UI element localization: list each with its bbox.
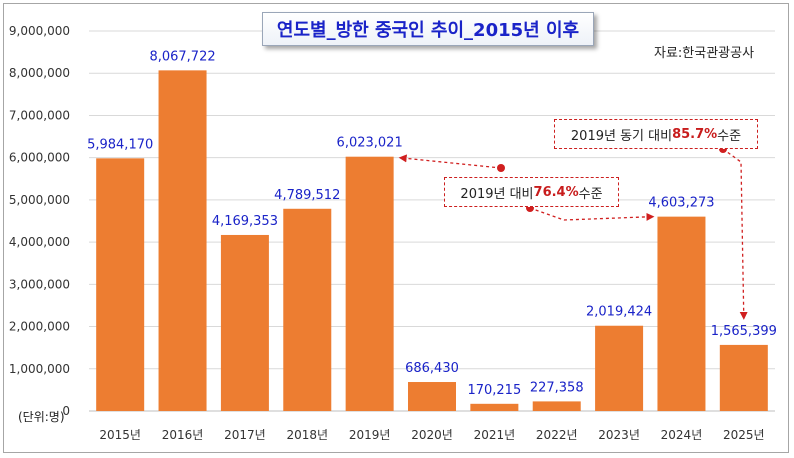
y-tick-label: 3,000,000: [9, 277, 70, 291]
bar: [470, 403, 519, 411]
x-tick-label: 2015년: [99, 428, 141, 442]
y-tick-label: 0: [62, 404, 70, 418]
annotation-arrow: [398, 154, 502, 169]
data-label: 1,565,399: [711, 324, 777, 339]
annotation-text-after: 수준: [578, 186, 603, 202]
bar: [408, 382, 456, 411]
bar: [719, 344, 768, 411]
data-label: 2,019,424: [586, 305, 652, 320]
annotation-percent: 76.4%: [533, 184, 579, 200]
data-label: 4,169,353: [212, 214, 278, 229]
bar: [220, 234, 269, 411]
bars: [96, 70, 768, 411]
x-tick-label: 2020년: [411, 428, 453, 442]
y-axis-ticks: 0 1,000,000 2,000,000 3,000,000 4,000,000 5,0…: [9, 24, 70, 418]
source-label: 자료:한국관광공사: [654, 46, 755, 61]
unit-label: (단위:명): [18, 410, 65, 424]
bar: [158, 70, 207, 411]
value-labels: 5,984,170 8,067,722 4,169,353 4,789,512 6,02…: [87, 49, 777, 397]
bar: [283, 208, 332, 411]
bar: [532, 401, 581, 411]
x-tick-label: 2019년: [349, 428, 391, 442]
bar: [657, 216, 706, 411]
x-tick-label: 2017년: [224, 428, 266, 442]
annotation-arrow: [722, 148, 748, 320]
y-tick-label: 9,000,000: [9, 24, 70, 38]
data-label: 227,358: [530, 380, 584, 395]
data-label: 4,603,273: [648, 196, 714, 211]
annotation-text-before: 2019년 대비: [460, 186, 534, 202]
data-label: 686,430: [405, 361, 459, 376]
data-label: 4,789,512: [274, 188, 340, 203]
annotation-2019-comparison: 2019년 대비 76.4% 수준: [444, 177, 619, 207]
data-label: 170,215: [467, 383, 521, 398]
annotation-arrows: [398, 145, 748, 320]
data-label: 8,067,722: [149, 49, 215, 64]
y-tick-label: 7,000,000: [9, 108, 70, 122]
data-label: 5,984,170: [87, 137, 153, 152]
x-tick-label: 2022년: [536, 428, 578, 442]
x-tick-label: 2016년: [162, 428, 204, 442]
y-tick-label: 6,000,000: [9, 151, 70, 165]
annotation-percent: 85.7%: [672, 126, 718, 142]
x-tick-label: 2018년: [286, 428, 328, 442]
y-tick-label: 8,000,000: [9, 66, 70, 80]
annotation-text-before: 2019년 동기 대비: [570, 128, 673, 144]
annotation-arrow: [529, 207, 655, 221]
x-tick-label: 2021년: [474, 428, 516, 442]
x-tick-label: 2023년: [598, 428, 640, 442]
bar: [595, 325, 644, 411]
bar: [96, 158, 145, 411]
annotation-same-period-comparison: 2019년 동기 대비 85.7% 수준: [554, 119, 758, 149]
annotation-text-after: 수준: [717, 128, 742, 144]
x-axis-ticks: 2015년 2016년 2017년 2018년 2019년 2020년 2021년 2022년…: [99, 428, 764, 442]
y-tick-label: 1,000,000: [9, 362, 70, 376]
bar: [345, 156, 394, 411]
y-tick-label: 4,000,000: [9, 235, 70, 249]
y-tick-label: 2,000,000: [9, 320, 70, 334]
x-tick-label: 2025년: [723, 428, 765, 442]
chart-frame: 0 1,000,000 2,000,000 3,000,000 4,000,000 5,0…: [3, 3, 789, 453]
x-tick-label: 2024년: [661, 428, 703, 442]
chart-title: 연도별_방한 중국인 추이_2015년 이후: [262, 12, 594, 46]
data-label: 6,023,021: [337, 136, 403, 151]
bar-chart: 0 1,000,000 2,000,000 3,000,000 4,000,000 5,0…: [9, 24, 777, 442]
y-tick-label: 5,000,000: [9, 193, 70, 207]
